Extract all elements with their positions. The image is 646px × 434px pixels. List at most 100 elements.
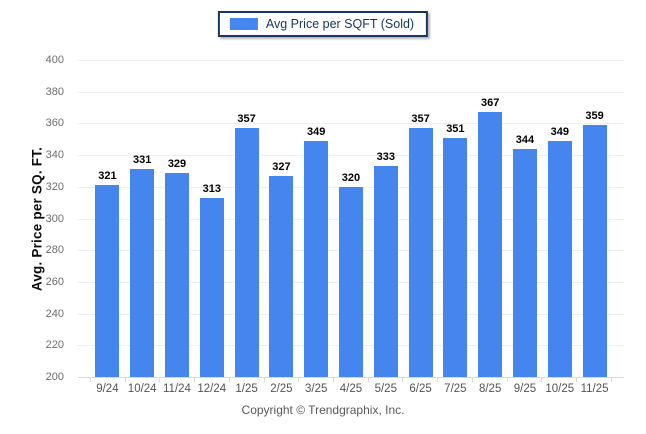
x-tick-label: 9/24 — [96, 383, 119, 395]
copyright-text: Copyright © Trendgraphix, Inc. — [241, 403, 405, 417]
x-axis-ticks — [90, 378, 612, 383]
bar-value-label: 367 — [480, 97, 500, 110]
bar-5/25[interactable] — [373, 166, 398, 377]
x-tick-label: 5/25 — [374, 383, 397, 395]
bar-10/25[interactable] — [547, 140, 572, 377]
bars-row: 321 331 329 313 357 327 349 320 333 357 351 367 344 3… — [90, 60, 612, 377]
bar-value-label: 357 — [411, 113, 430, 126]
bar-cell: 367 — [473, 60, 508, 377]
x-tick-label: 10/25 — [545, 383, 575, 395]
bar-9/24[interactable] — [95, 185, 120, 377]
y-tick-label: 360 — [45, 117, 64, 130]
y-tick-label: 340 — [45, 149, 64, 162]
gridline — [78, 91, 624, 93]
bar-cell: 313 — [194, 60, 229, 377]
y-tick-label: 380 — [45, 85, 64, 98]
x-tick-mark — [610, 378, 612, 382]
x-axis-tick-labels: 9/24 10/24 11/24 12/24 1/25 2/25 3/25 4/25 5/25 6… — [90, 383, 612, 395]
bar-cell: 327 — [264, 60, 299, 377]
bar-12/24[interactable] — [199, 197, 224, 377]
bar-cell: 359 — [577, 60, 612, 377]
bar-8/25[interactable] — [478, 112, 503, 377]
x-tick-label: 10/24 — [127, 383, 157, 395]
bar-cell: 351 — [438, 60, 473, 377]
x-tick-mark — [228, 378, 230, 382]
x-tick-mark — [576, 378, 578, 382]
legend-swatch-icon — [229, 18, 258, 30]
x-tick-mark — [124, 378, 126, 382]
bar-cell: 329 — [160, 60, 195, 377]
x-tick-mark — [506, 378, 508, 382]
bar-cell: 321 — [90, 60, 125, 377]
bar-cell: 349 — [299, 60, 334, 377]
x-tick-mark — [402, 378, 404, 382]
bar-11/24[interactable] — [164, 172, 189, 377]
x-tick-label: 12/24 — [197, 383, 227, 395]
bar-value-label: 333 — [376, 151, 395, 164]
bar-cell: 333 — [368, 60, 403, 377]
y-tick-label: 220 — [45, 339, 64, 352]
y-tick-label: 200 — [45, 371, 64, 383]
x-tick-mark — [263, 378, 265, 382]
bar-value-label: 320 — [341, 171, 361, 184]
bar-1/25[interactable] — [234, 128, 259, 377]
bar-6/25[interactable] — [408, 128, 433, 377]
gridline — [78, 123, 624, 125]
bar-value-label: 357 — [237, 113, 256, 126]
bar-cell: 331 — [125, 60, 160, 377]
bar-3/25[interactable] — [304, 140, 329, 377]
bar-value-label: 321 — [98, 170, 117, 183]
x-tick-mark — [298, 378, 300, 382]
x-tick-mark — [367, 378, 369, 382]
gridline — [78, 60, 624, 61]
bar-value-label: 359 — [585, 110, 604, 122]
legend-label: Avg Price per SQFT (Sold) — [265, 17, 415, 31]
x-tick-mark — [437, 378, 439, 382]
x-tick-label: 6/25 — [409, 383, 432, 395]
bar-cell: 357 — [403, 60, 438, 377]
x-tick-label: 1/25 — [235, 383, 258, 395]
bar-cell: 344 — [508, 60, 543, 377]
x-tick-mark — [90, 378, 91, 382]
x-tick-mark — [541, 378, 543, 382]
y-tick-label: 260 — [45, 275, 64, 288]
x-tick-label: 11/24 — [163, 383, 191, 395]
bar-7/25[interactable] — [443, 137, 468, 377]
bar-value-label: 313 — [202, 182, 221, 195]
bar-value-label: 349 — [550, 125, 569, 138]
bar-value-label: 331 — [133, 154, 152, 167]
x-tick-mark — [333, 378, 335, 382]
gridline — [78, 155, 624, 157]
y-tick-label: 240 — [45, 307, 64, 320]
x-tick-mark — [159, 378, 161, 382]
x-tick-label: 2/25 — [270, 383, 293, 395]
bar-4/25[interactable] — [338, 186, 363, 377]
x-tick-mark — [194, 378, 196, 382]
y-tick-label: 400 — [45, 54, 64, 66]
x-tick-label: 11/25 — [580, 383, 609, 395]
bar-cell: 349 — [542, 60, 577, 377]
x-tick-label: 8/25 — [478, 383, 502, 395]
bar-value-label: 349 — [307, 125, 326, 138]
x-tick-mark — [471, 378, 473, 382]
bar-value-label: 351 — [446, 122, 465, 135]
y-axis-tick-labels: 400 380 360 340 320 300 280 260 240 220 200 — [0, 54, 70, 383]
legend[interactable]: Avg Price per SQFT (Sold) — [217, 11, 429, 37]
y-tick-label: 320 — [45, 180, 64, 193]
bar-11/25[interactable] — [582, 125, 607, 377]
bar-cell: 320 — [334, 60, 369, 377]
bar-value-label: 327 — [272, 160, 291, 173]
x-tick-label: 9/25 — [513, 383, 537, 395]
x-tick-label: 7/25 — [444, 383, 467, 395]
bar-2/25[interactable] — [269, 175, 294, 377]
bar-value-label: 329 — [167, 157, 187, 170]
bar-cell: 357 — [229, 60, 264, 377]
bar-10/24[interactable] — [130, 169, 155, 377]
x-tick-label: 3/25 — [304, 383, 328, 395]
bar-value-label: 344 — [515, 133, 535, 146]
bar-9/25[interactable] — [512, 148, 537, 377]
y-tick-label: 280 — [45, 244, 64, 257]
y-tick-label: 300 — [45, 212, 64, 225]
x-tick-label: 4/25 — [339, 383, 363, 395]
